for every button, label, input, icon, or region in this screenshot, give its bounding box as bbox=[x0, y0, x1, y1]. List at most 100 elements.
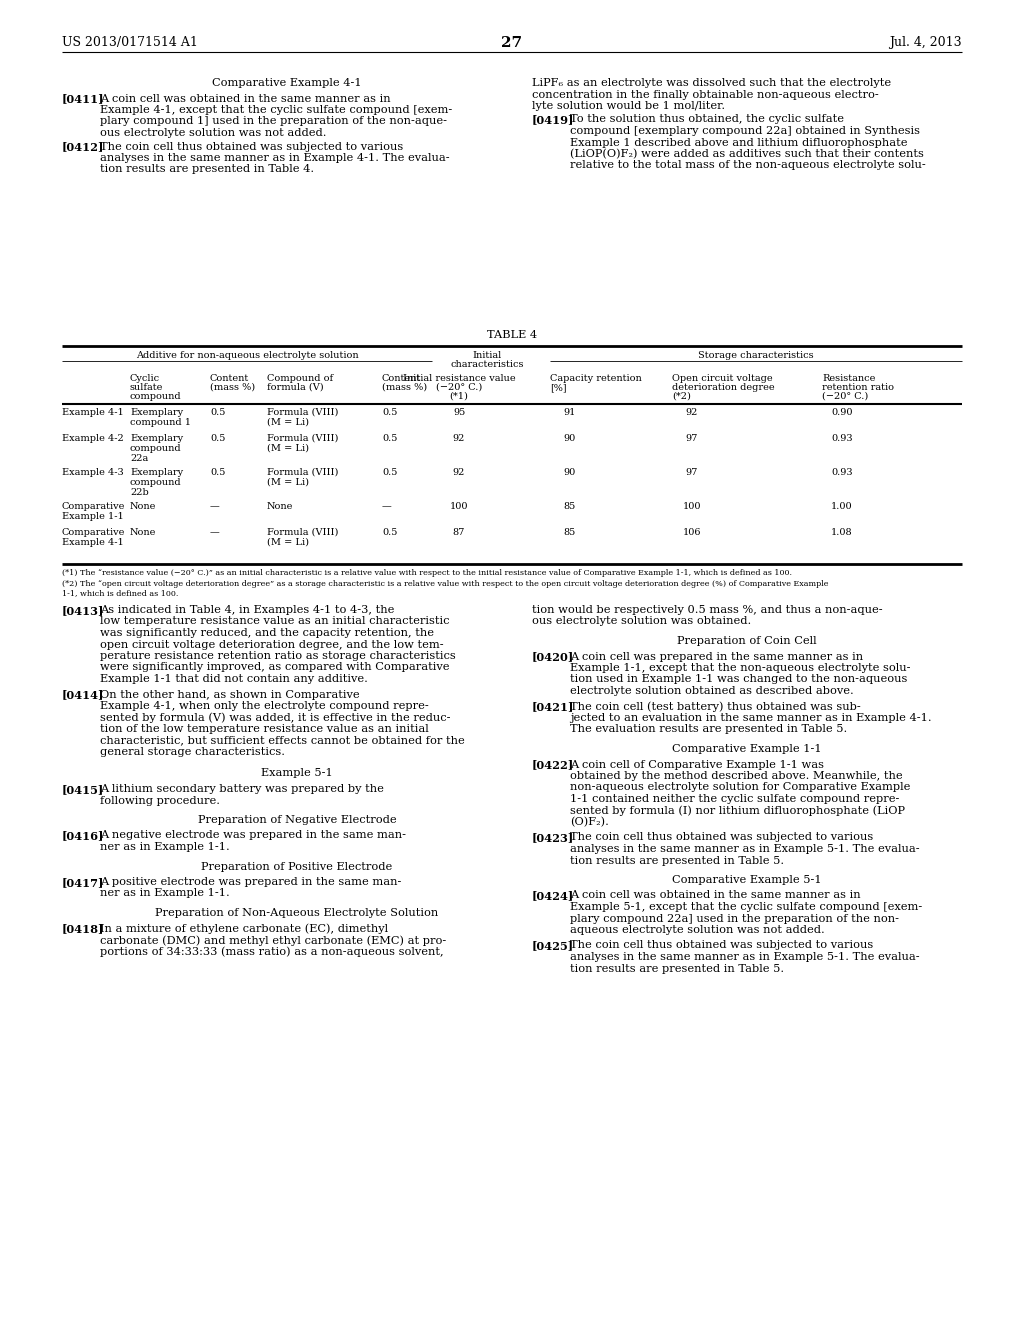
Text: (M = Li): (M = Li) bbox=[267, 418, 309, 426]
Text: compound: compound bbox=[130, 392, 181, 401]
Text: ous electrolyte solution was not added.: ous electrolyte solution was not added. bbox=[100, 128, 327, 139]
Text: Comparative: Comparative bbox=[62, 528, 125, 537]
Text: formula (V): formula (V) bbox=[267, 383, 324, 392]
Text: Capacity retention: Capacity retention bbox=[550, 374, 642, 383]
Text: Content: Content bbox=[210, 374, 249, 383]
Text: LiPF₆ as an electrolyte was dissolved such that the electrolyte: LiPF₆ as an electrolyte was dissolved su… bbox=[532, 78, 891, 88]
Text: deterioration degree: deterioration degree bbox=[672, 383, 774, 392]
Text: 0.5: 0.5 bbox=[382, 434, 397, 444]
Text: Example 4-1: Example 4-1 bbox=[62, 408, 124, 417]
Text: Preparation of Negative Electrode: Preparation of Negative Electrode bbox=[198, 814, 396, 825]
Text: Exemplary: Exemplary bbox=[130, 434, 183, 444]
Text: 95: 95 bbox=[453, 408, 465, 417]
Text: The evaluation results are presented in Table 5.: The evaluation results are presented in … bbox=[570, 725, 847, 734]
Text: Example 4-1: Example 4-1 bbox=[62, 539, 124, 546]
Text: A positive electrode was prepared in the same man-: A positive electrode was prepared in the… bbox=[100, 876, 401, 887]
Text: 0.90: 0.90 bbox=[831, 408, 853, 417]
Text: compound 1: compound 1 bbox=[130, 418, 191, 426]
Text: 22a: 22a bbox=[130, 454, 148, 463]
Text: compound: compound bbox=[130, 478, 181, 487]
Text: open circuit voltage deterioration degree, and the low tem-: open circuit voltage deterioration degre… bbox=[100, 639, 443, 649]
Text: tion used in Example 1-1 was changed to the non-aqueous: tion used in Example 1-1 was changed to … bbox=[570, 675, 907, 685]
Text: plary compound 1] used in the preparation of the non-aque-: plary compound 1] used in the preparatio… bbox=[100, 116, 447, 127]
Text: were significantly improved, as compared with Comparative: were significantly improved, as compared… bbox=[100, 663, 450, 672]
Text: [0423]: [0423] bbox=[532, 833, 574, 843]
Text: Example 5-1: Example 5-1 bbox=[261, 768, 333, 779]
Text: (*1) The “resistance value (−20° C.)” as an initial characteristic is a relative: (*1) The “resistance value (−20° C.)” as… bbox=[62, 569, 792, 577]
Text: Formula (VIII): Formula (VIII) bbox=[267, 469, 338, 477]
Text: 97: 97 bbox=[686, 469, 698, 477]
Text: (O)F₂).: (O)F₂). bbox=[570, 817, 609, 828]
Text: Example 5-1, except that the cyclic sulfate compound [exem-: Example 5-1, except that the cyclic sulf… bbox=[570, 902, 923, 912]
Text: 85: 85 bbox=[564, 528, 577, 537]
Text: sulfate: sulfate bbox=[130, 383, 164, 392]
Text: Example 1 described above and lithium difluorophosphate: Example 1 described above and lithium di… bbox=[570, 137, 907, 148]
Text: ner as in Example 1-1.: ner as in Example 1-1. bbox=[100, 888, 229, 899]
Text: sented by formula (V) was added, it is effective in the reduc-: sented by formula (V) was added, it is e… bbox=[100, 713, 451, 723]
Text: A coin cell of Comparative Example 1-1 was: A coin cell of Comparative Example 1-1 w… bbox=[570, 759, 824, 770]
Text: retention ratio: retention ratio bbox=[822, 383, 894, 392]
Text: (*2): (*2) bbox=[672, 392, 691, 401]
Text: [0418]: [0418] bbox=[62, 924, 104, 935]
Text: general storage characteristics.: general storage characteristics. bbox=[100, 747, 285, 756]
Text: sented by formula (I) nor lithium difluorophosphate (LiOP: sented by formula (I) nor lithium difluo… bbox=[570, 805, 905, 816]
Text: [0415]: [0415] bbox=[62, 784, 104, 795]
Text: [0411]: [0411] bbox=[62, 94, 104, 104]
Text: In a mixture of ethylene carbonate (EC), dimethyl: In a mixture of ethylene carbonate (EC),… bbox=[100, 924, 388, 935]
Text: Example 1-1 that did not contain any additive.: Example 1-1 that did not contain any add… bbox=[100, 675, 368, 684]
Text: Comparative Example 4-1: Comparative Example 4-1 bbox=[212, 78, 361, 88]
Text: (M = Li): (M = Li) bbox=[267, 478, 309, 487]
Text: [0416]: [0416] bbox=[62, 830, 104, 842]
Text: [0412]: [0412] bbox=[62, 141, 104, 153]
Text: —: — bbox=[382, 502, 392, 511]
Text: Storage characteristics: Storage characteristics bbox=[698, 351, 814, 360]
Text: 0.5: 0.5 bbox=[382, 528, 397, 537]
Text: analyses in the same manner as in Example 5-1. The evalua-: analyses in the same manner as in Exampl… bbox=[570, 952, 920, 962]
Text: 0.93: 0.93 bbox=[831, 469, 853, 477]
Text: (M = Li): (M = Li) bbox=[267, 444, 309, 453]
Text: [0425]: [0425] bbox=[532, 940, 574, 952]
Text: Initial: Initial bbox=[472, 351, 502, 360]
Text: [0422]: [0422] bbox=[532, 759, 574, 771]
Text: 1-1 contained neither the cyclic sulfate compound repre-: 1-1 contained neither the cyclic sulfate… bbox=[570, 795, 899, 804]
Text: characteristics: characteristics bbox=[451, 360, 523, 370]
Text: 0.5: 0.5 bbox=[210, 434, 225, 444]
Text: obtained by the method described above. Meanwhile, the: obtained by the method described above. … bbox=[570, 771, 902, 781]
Text: concentration in the finally obtainable non-aqueous electro-: concentration in the finally obtainable … bbox=[532, 90, 879, 99]
Text: The coin cell (test battery) thus obtained was sub-: The coin cell (test battery) thus obtain… bbox=[570, 701, 861, 711]
Text: Example 4-3: Example 4-3 bbox=[62, 469, 124, 477]
Text: (M = Li): (M = Li) bbox=[267, 539, 309, 546]
Text: 0.5: 0.5 bbox=[382, 408, 397, 417]
Text: 22b: 22b bbox=[130, 488, 148, 498]
Text: 92: 92 bbox=[686, 408, 698, 417]
Text: [0417]: [0417] bbox=[62, 876, 104, 888]
Text: 90: 90 bbox=[564, 469, 577, 477]
Text: 1.08: 1.08 bbox=[831, 528, 853, 537]
Text: 100: 100 bbox=[450, 502, 468, 511]
Text: plary compound 22a] used in the preparation of the non-: plary compound 22a] used in the preparat… bbox=[570, 913, 899, 924]
Text: Comparative Example 1-1: Comparative Example 1-1 bbox=[672, 744, 822, 754]
Text: 0.93: 0.93 bbox=[831, 434, 853, 444]
Text: 27: 27 bbox=[502, 36, 522, 50]
Text: 97: 97 bbox=[686, 434, 698, 444]
Text: Formula (VIII): Formula (VIII) bbox=[267, 528, 338, 537]
Text: Jul. 4, 2013: Jul. 4, 2013 bbox=[890, 36, 962, 49]
Text: Exemplary: Exemplary bbox=[130, 408, 183, 417]
Text: [0420]: [0420] bbox=[532, 652, 574, 663]
Text: analyses in the same manner as in Example 5-1. The evalua-: analyses in the same manner as in Exampl… bbox=[570, 843, 920, 854]
Text: tion of the low temperature resistance value as an initial: tion of the low temperature resistance v… bbox=[100, 723, 429, 734]
Text: 0.5: 0.5 bbox=[382, 469, 397, 477]
Text: None: None bbox=[130, 502, 157, 511]
Text: Example 1-1, except that the non-aqueous electrolyte solu-: Example 1-1, except that the non-aqueous… bbox=[570, 663, 910, 673]
Text: 92: 92 bbox=[453, 434, 465, 444]
Text: ous electrolyte solution was obtained.: ous electrolyte solution was obtained. bbox=[532, 616, 752, 627]
Text: Open circuit voltage: Open circuit voltage bbox=[672, 374, 773, 383]
Text: 90: 90 bbox=[564, 434, 577, 444]
Text: Content: Content bbox=[382, 374, 421, 383]
Text: A coin cell was obtained in the same manner as in: A coin cell was obtained in the same man… bbox=[570, 891, 860, 900]
Text: portions of 34:33:33 (mass ratio) as a non-aqueous solvent,: portions of 34:33:33 (mass ratio) as a n… bbox=[100, 946, 443, 957]
Text: tion results are presented in Table 5.: tion results are presented in Table 5. bbox=[570, 855, 784, 866]
Text: (LiOP(O)F₂) were added as additives such that their contents: (LiOP(O)F₂) were added as additives such… bbox=[570, 149, 924, 160]
Text: Preparation of Positive Electrode: Preparation of Positive Electrode bbox=[202, 862, 392, 871]
Text: Additive for non-aqueous electrolyte solution: Additive for non-aqueous electrolyte sol… bbox=[136, 351, 358, 360]
